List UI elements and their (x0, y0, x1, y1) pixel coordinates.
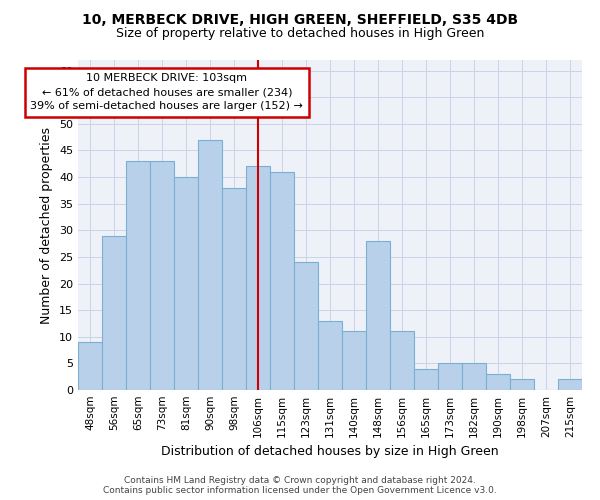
Bar (390, 332, 414, 390)
Bar (462, 364, 486, 390)
Bar (414, 368, 438, 390)
Bar (270, 172, 294, 390)
Bar (294, 262, 318, 390)
Bar (150, 161, 174, 390)
Bar (366, 241, 390, 390)
Text: Contains HM Land Registry data © Crown copyright and database right 2024.
Contai: Contains HM Land Registry data © Crown c… (103, 476, 497, 495)
Bar (510, 380, 534, 390)
Bar (222, 188, 246, 390)
Y-axis label: Number of detached properties: Number of detached properties (40, 126, 53, 324)
Bar (78, 342, 102, 390)
Bar (342, 332, 366, 390)
Text: 10, MERBECK DRIVE, HIGH GREEN, SHEFFIELD, S35 4DB: 10, MERBECK DRIVE, HIGH GREEN, SHEFFIELD… (82, 12, 518, 26)
Bar (438, 364, 462, 390)
Bar (558, 380, 582, 390)
Bar (126, 161, 150, 390)
Text: 10 MERBECK DRIVE: 103sqm
← 61% of detached houses are smaller (234)
39% of semi-: 10 MERBECK DRIVE: 103sqm ← 61% of detach… (31, 74, 303, 112)
Bar (486, 374, 510, 390)
Bar (198, 140, 222, 390)
Text: Size of property relative to detached houses in High Green: Size of property relative to detached ho… (116, 28, 484, 40)
Bar (102, 236, 126, 390)
Bar (318, 321, 342, 390)
X-axis label: Distribution of detached houses by size in High Green: Distribution of detached houses by size … (161, 446, 499, 458)
Bar (174, 177, 198, 390)
Bar (246, 166, 270, 390)
